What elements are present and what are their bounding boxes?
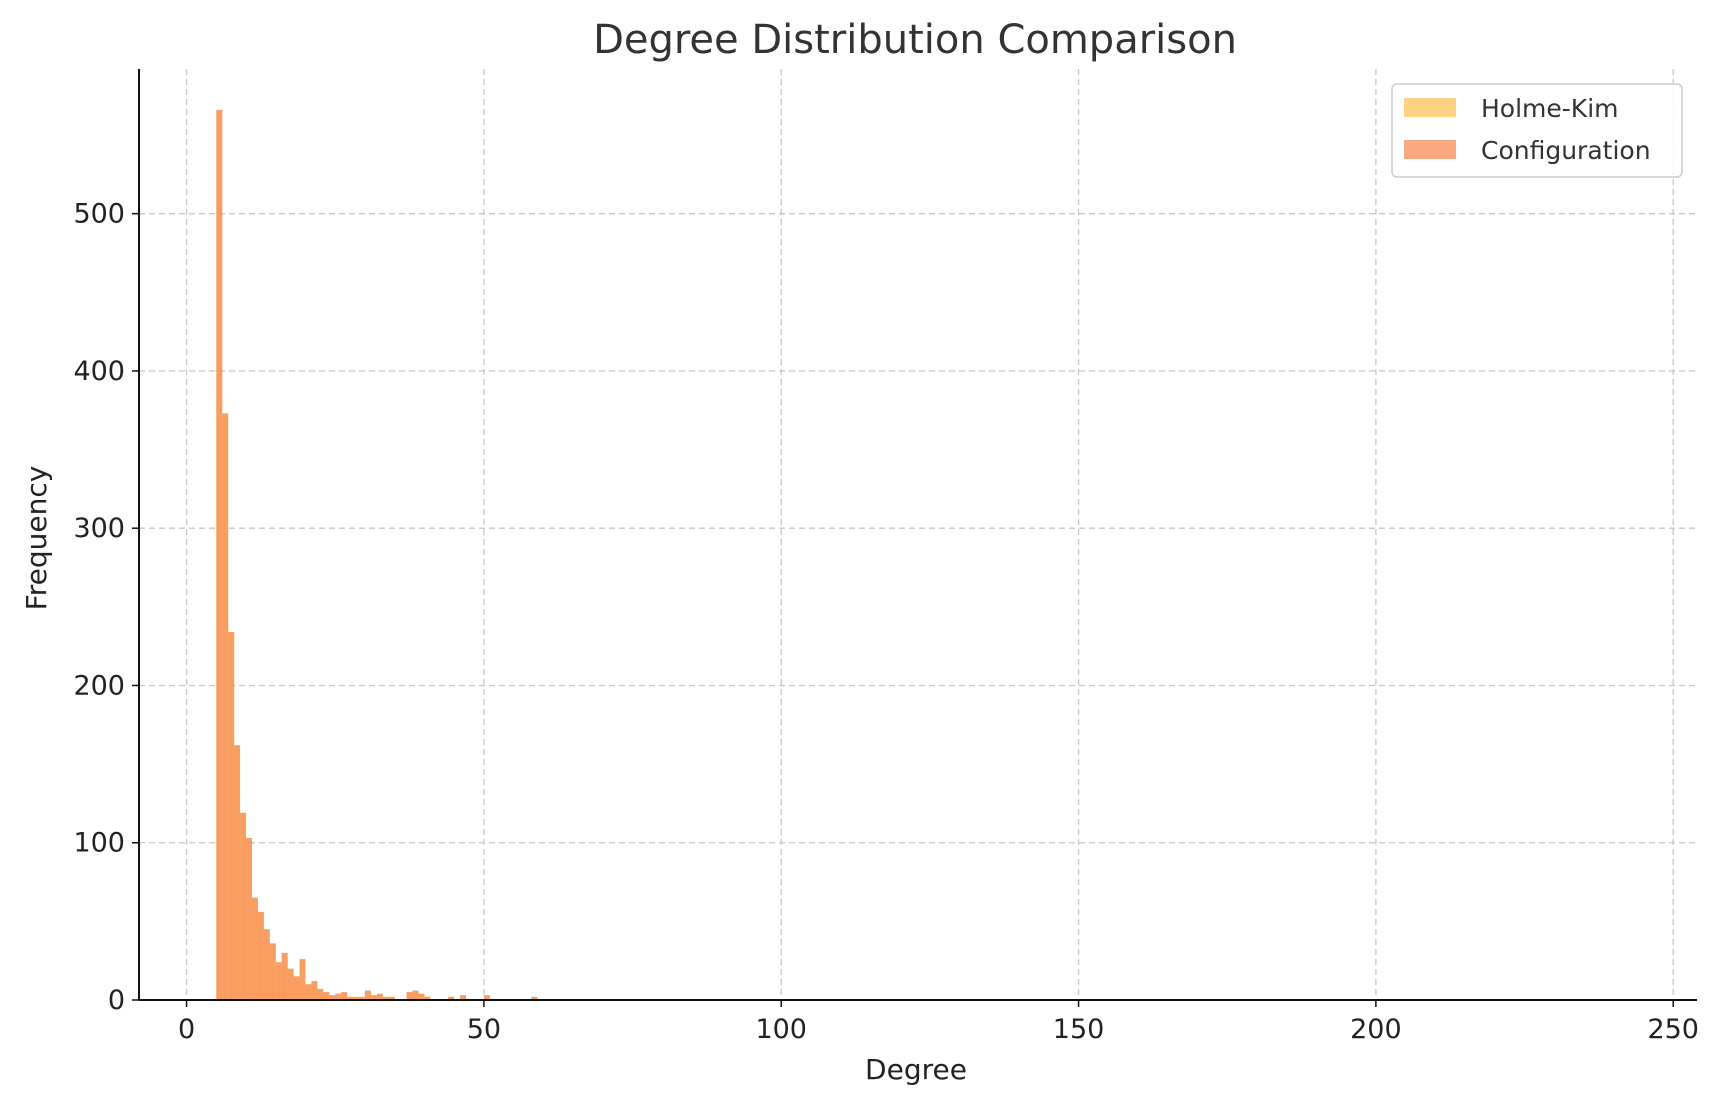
legend-label-configuration: Configuration: [1481, 136, 1651, 165]
histogram-bar-configuration: [341, 992, 348, 1000]
legend-box: [1391, 83, 1683, 178]
histogram-bar-configuration: [263, 929, 270, 1000]
y-tick-label: 500: [73, 199, 125, 230]
y-axis-label: Frequency: [20, 466, 53, 611]
histogram-bar-configuration: [234, 745, 241, 1000]
histogram-bar-configuration: [418, 993, 425, 1000]
y-tick-label: 0: [108, 985, 125, 1016]
legend-swatch-holme-kim: [1404, 98, 1456, 117]
histogram-bar-configuration: [281, 952, 288, 1000]
histogram-bar-configuration: [364, 990, 371, 1000]
histogram-bar-configuration: [412, 990, 419, 1000]
x-tick-label: 100: [755, 1014, 807, 1045]
y-tick-label: 100: [73, 828, 125, 859]
y-tick-label: 400: [73, 356, 125, 387]
histogram-bar-configuration: [531, 996, 538, 1000]
y-tick-label: 300: [73, 513, 125, 544]
histogram-bar-configuration: [406, 992, 413, 1000]
legend-swatch-configuration: [1404, 140, 1456, 159]
ticks-layer: 0 50 100 150 200 250 0 100 200 300 400 500: [73, 199, 1699, 1045]
histogram-bar-configuration: [483, 995, 490, 1000]
x-tick-label: 200: [1350, 1014, 1402, 1045]
x-tick-label: 0: [178, 1014, 195, 1045]
histogram-bar-configuration: [251, 897, 258, 1000]
grid-layer: [139, 69, 1697, 1001]
chart-title: Degree Distribution Comparison: [593, 17, 1237, 63]
histogram-bar-configuration: [460, 995, 467, 1000]
legend-label-holme-kim: Holme-Kim: [1481, 94, 1619, 123]
histogram-bar-configuration: [216, 109, 223, 1001]
histogram-bar-configuration: [293, 976, 300, 1000]
histogram-bar-configuration: [359, 996, 365, 1000]
histogram-bar-configuration: [323, 992, 330, 1000]
histogram-bar-configuration: [305, 984, 312, 1000]
histogram-bar-configuration: [275, 962, 282, 1000]
histogram-bar-configuration: [246, 838, 252, 1000]
histogram-bar-configuration: [240, 812, 247, 1000]
x-tick-label: 250: [1647, 1014, 1699, 1045]
x-tick-label: 150: [1053, 1014, 1105, 1045]
histogram-bar-configuration: [370, 995, 377, 1000]
histogram-bar-configuration: [382, 996, 389, 1000]
x-tick-label: 50: [467, 1014, 501, 1045]
histogram-bar-configuration: [222, 413, 229, 1000]
x-axis-label: Degree: [865, 1053, 967, 1086]
histogram-bar-configuration: [347, 996, 354, 1000]
histogram-bar-configuration: [448, 996, 455, 1000]
legend: Holme-Kim Configuration: [1391, 83, 1683, 178]
bars-layer: [216, 109, 538, 1001]
y-tick-label: 200: [73, 670, 125, 701]
histogram-bar-configuration: [353, 996, 360, 1000]
histogram-bar-configuration: [329, 995, 336, 1000]
histogram-bar-configuration: [228, 632, 235, 1000]
histogram-bar-configuration: [388, 996, 395, 1000]
histogram-bar-configuration: [335, 993, 342, 1000]
histogram-bar-configuration: [376, 993, 383, 1000]
histogram-bar-configuration: [299, 959, 306, 1000]
histogram-bar-configuration: [317, 988, 324, 1000]
histogram-bar-configuration: [424, 996, 431, 1000]
histogram-bar-configuration: [311, 981, 318, 1000]
histogram-bar-configuration: [269, 943, 276, 1000]
histogram-bar-configuration: [287, 968, 294, 1000]
histogram-bar-configuration: [257, 911, 264, 1000]
